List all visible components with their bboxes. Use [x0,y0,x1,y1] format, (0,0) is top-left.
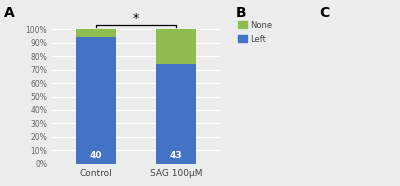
Text: 43: 43 [170,151,182,160]
Text: B: B [235,6,246,20]
Bar [76,29,116,37]
Text: A: A [4,6,15,20]
Bar [156,29,196,64]
Text: *: * [133,12,139,25]
Legend: None, Left: None, Left [238,20,273,44]
Text: 40: 40 [90,151,102,160]
Bar [156,64,196,164]
Text: C: C [319,6,330,20]
Bar [76,37,116,164]
